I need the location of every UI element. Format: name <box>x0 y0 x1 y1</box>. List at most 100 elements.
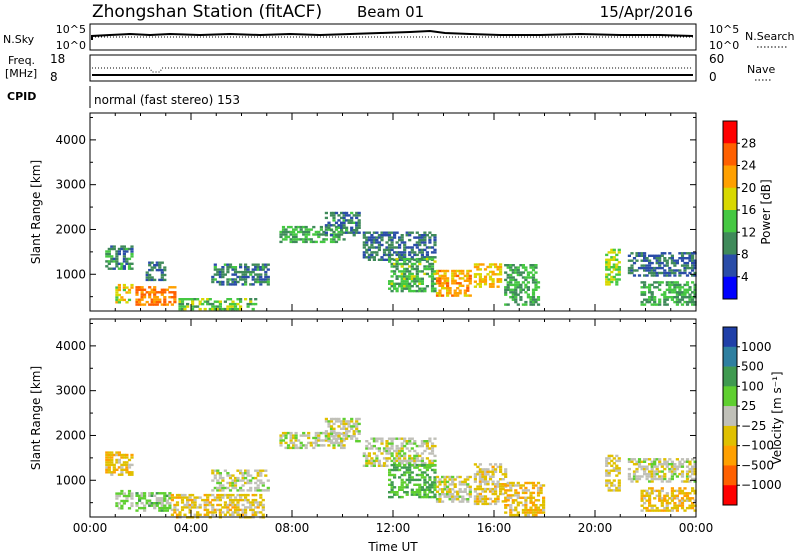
power-cell <box>675 293 679 296</box>
velocity-cell <box>494 502 498 506</box>
power-cell <box>254 298 258 301</box>
power-cell <box>612 256 616 259</box>
velocity-cell <box>261 481 265 485</box>
power-cell <box>213 268 217 271</box>
power-cell <box>110 267 114 270</box>
velocity-cell <box>670 470 674 473</box>
power-cell <box>617 273 621 276</box>
velocity-cell <box>640 460 644 463</box>
velocity-cell <box>670 475 674 478</box>
power-cell <box>473 285 477 288</box>
velocity-cell <box>307 436 311 440</box>
velocity-cell <box>504 489 508 492</box>
velocity-cell <box>390 488 394 491</box>
power-cell <box>511 276 515 279</box>
velocity-cell <box>660 489 664 493</box>
power-cell <box>319 233 323 236</box>
power-cell <box>680 291 685 294</box>
velocity-cell <box>456 493 460 496</box>
power-cell <box>135 298 139 301</box>
velocity-region <box>362 437 437 467</box>
power-cell <box>685 257 690 260</box>
velocity-cell <box>663 477 667 481</box>
power-cell <box>198 307 202 311</box>
velocity-cell <box>405 462 409 465</box>
velocity-cell <box>405 466 409 469</box>
power-cell <box>653 296 657 299</box>
power-cell <box>203 307 207 311</box>
velocity-cell <box>488 502 493 506</box>
velocity-cell <box>355 440 359 443</box>
velocity-cell <box>650 504 654 507</box>
velocity-cell <box>615 469 619 472</box>
velocity-cell <box>678 487 682 490</box>
power-cell <box>488 283 493 286</box>
power-cell <box>365 236 369 239</box>
velocity-cell <box>342 431 346 435</box>
beam-label: Beam 01 <box>357 3 424 21</box>
power-cell <box>355 224 359 227</box>
power-cell <box>110 247 114 251</box>
power-cell <box>297 230 301 234</box>
velocity-cell <box>403 444 407 448</box>
velocity-cell <box>178 513 182 516</box>
velocity-cell <box>130 463 134 467</box>
velocity-cell <box>186 503 190 507</box>
velocity-cell <box>120 453 124 457</box>
velocity-cell <box>688 506 692 510</box>
velocity-cell <box>418 493 422 496</box>
velocity-cell <box>395 491 399 494</box>
freq-panel: Freq. [MHz] 18 8 60 0 Nave <box>5 52 775 84</box>
velocity-cell <box>443 475 447 479</box>
velocity-cell <box>398 447 402 450</box>
velocity-region <box>170 493 265 519</box>
power-cell <box>148 261 152 264</box>
velocity-cell <box>218 493 222 497</box>
velocity-cell <box>617 486 621 490</box>
power-cell <box>678 298 682 301</box>
power-cell <box>393 287 397 290</box>
velocity-cell <box>261 506 265 509</box>
velocity-cell <box>153 506 157 510</box>
power-cell <box>466 287 470 290</box>
power-cell <box>218 270 222 274</box>
velocity-cell <box>120 489 124 493</box>
power-cell <box>428 275 432 278</box>
power-cell <box>693 300 697 304</box>
velocity-cell <box>241 472 245 475</box>
velocity-cell <box>216 508 220 512</box>
power-cell <box>259 266 263 269</box>
power-cell <box>420 248 424 252</box>
velocity-cell <box>675 475 679 478</box>
power-cell <box>324 224 328 227</box>
velocity-cell <box>125 499 129 503</box>
velocity-cell <box>186 498 190 502</box>
velocity-cell <box>534 508 538 512</box>
velocity-cell <box>302 431 306 435</box>
power-cell <box>668 291 672 294</box>
power-cell <box>683 283 687 287</box>
power-cell <box>691 300 695 304</box>
power-cell <box>658 257 662 260</box>
velocity-cell <box>153 494 157 497</box>
velocity-cell <box>388 483 392 486</box>
power-cell <box>433 236 437 239</box>
velocity-cell <box>413 457 417 460</box>
velocity-cell <box>155 497 159 500</box>
power-cell <box>390 265 394 268</box>
power-cell <box>665 298 669 301</box>
velocity-cell <box>365 457 369 460</box>
velocity-cell <box>683 509 687 512</box>
power-cell <box>433 238 437 242</box>
velocity-cell <box>193 498 197 502</box>
velocity-cell <box>640 497 644 500</box>
velocity-cell <box>499 487 503 491</box>
power-cell <box>415 231 419 234</box>
velocity-cell <box>456 490 460 493</box>
power-cell <box>443 279 447 282</box>
velocity-cell <box>433 444 437 448</box>
velocity-cell <box>418 454 422 458</box>
power-cell <box>398 256 402 259</box>
velocity-cell <box>443 493 447 496</box>
power-cell <box>531 264 536 267</box>
